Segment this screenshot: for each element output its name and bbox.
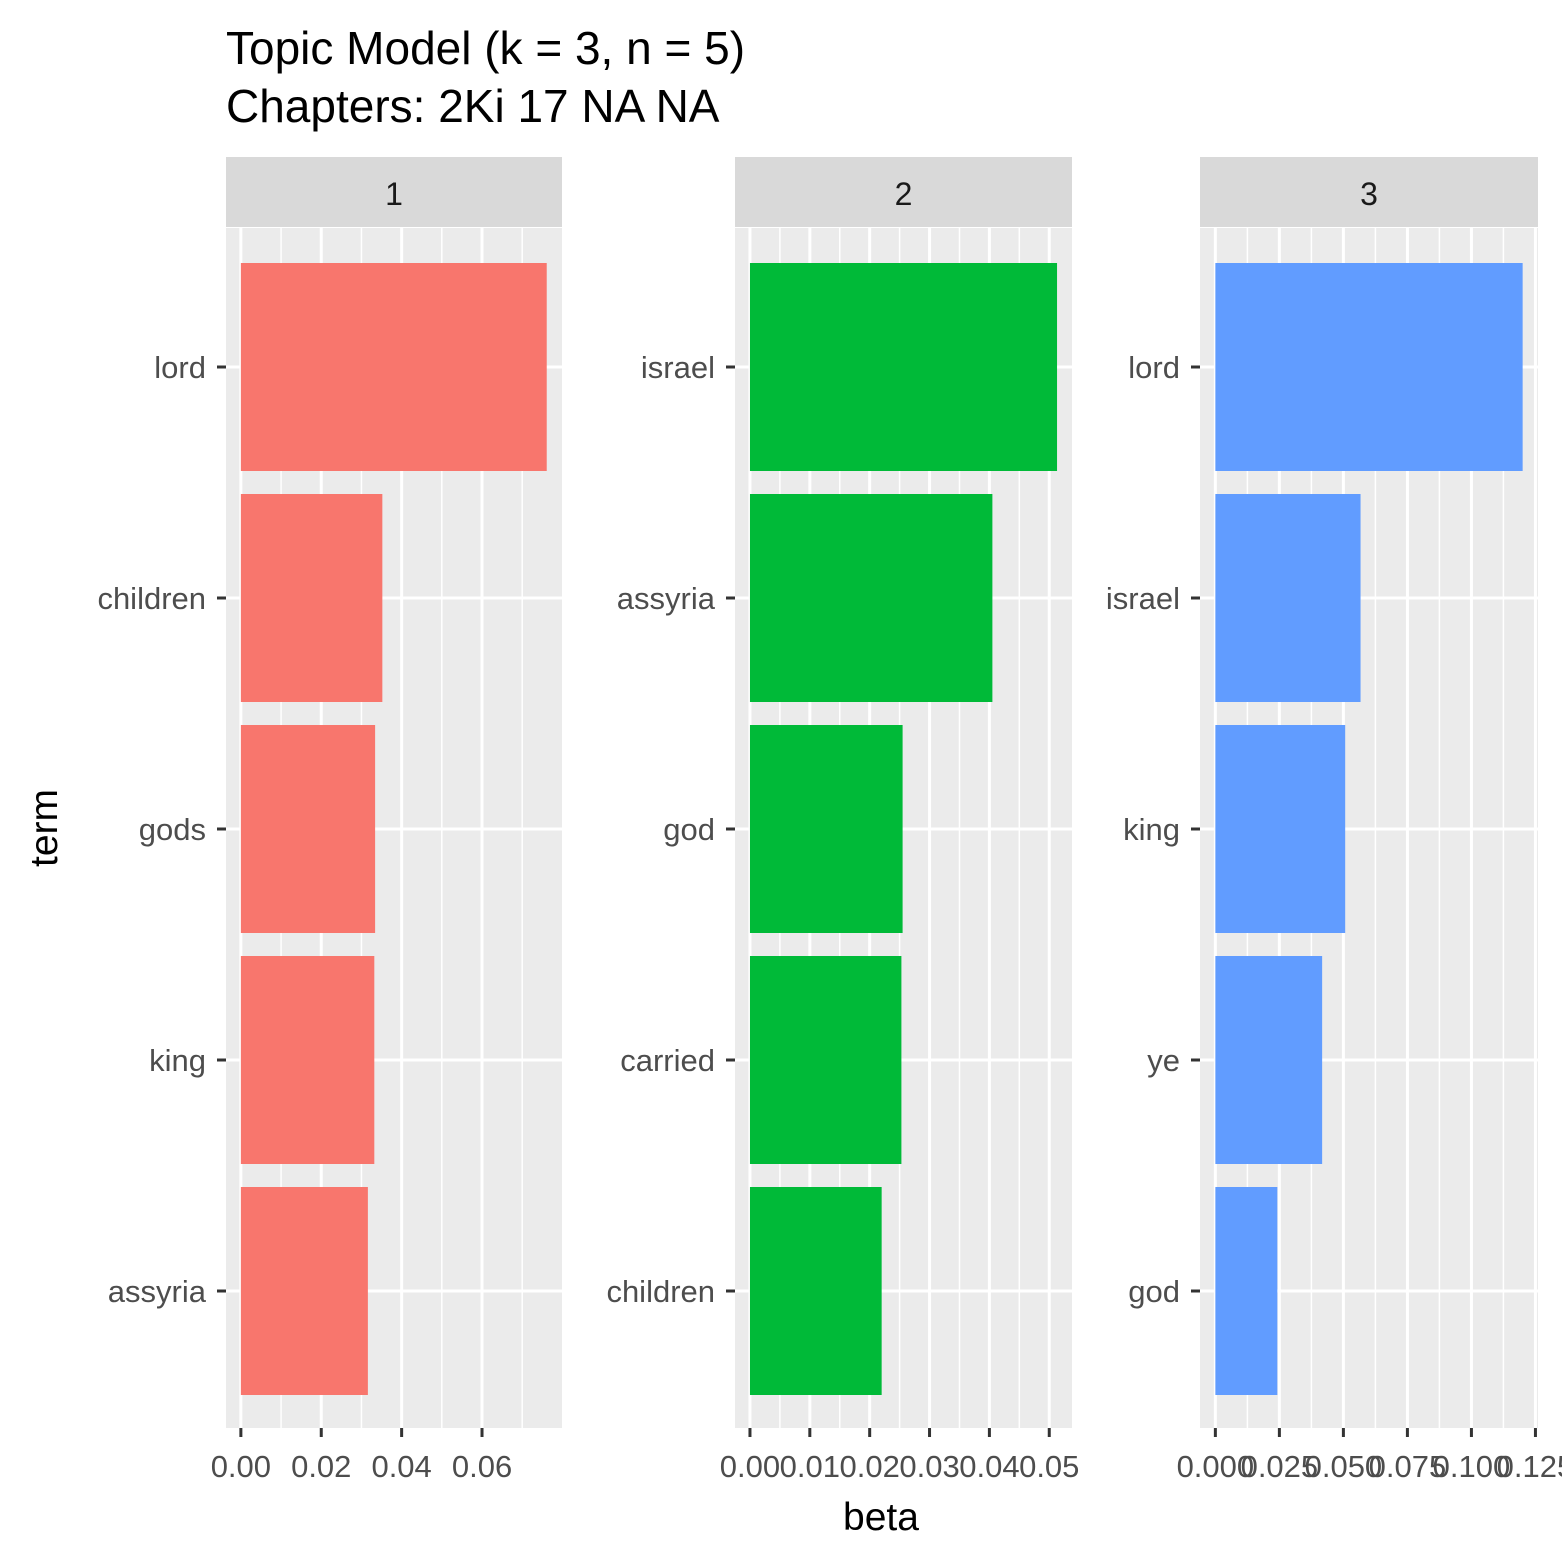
bar-children: [240, 494, 383, 702]
facet-panels: 1 lord children gods king assyria 0.00 0.02 0.04…: [97, 157, 1562, 1484]
facet-panel-1: 1 lord children gods king assyria 0.00 0.02 0.04…: [97, 157, 562, 1484]
x-tick-label: 0.04: [959, 1449, 1019, 1484]
x-tick-label: 0.02: [291, 1449, 351, 1484]
bar-king: [240, 956, 375, 1164]
x-tick-label: 0.06: [452, 1449, 512, 1484]
x-tick-label: 0.125: [1497, 1449, 1562, 1484]
bar-god: [749, 725, 903, 933]
y-tick-label: lord: [154, 350, 206, 385]
y-tick-label: children: [97, 581, 206, 616]
facet-strip: [735, 157, 1072, 227]
x-tick-label: 0.075: [1369, 1449, 1447, 1484]
x-tick-label: 0.04: [371, 1449, 431, 1484]
bar-gods: [240, 725, 376, 933]
y-tick-label: assyria: [108, 1274, 207, 1309]
bar-king: [1215, 725, 1346, 933]
x-tick-label: 0.025: [1241, 1449, 1319, 1484]
facet-strip-label: 2: [895, 176, 913, 212]
y-tick-label: god: [1128, 1274, 1180, 1309]
x-tick-label: 0.00: [211, 1449, 271, 1484]
bar-lord: [1215, 263, 1523, 471]
x-tick-label: 0.05: [1019, 1449, 1079, 1484]
y-tick-label: ye: [1147, 1043, 1180, 1078]
bar-children: [749, 1187, 882, 1395]
facet-strip: [1200, 157, 1538, 227]
bar-assyria: [749, 494, 993, 702]
bar-lord: [240, 263, 547, 471]
bar-ye: [1215, 956, 1323, 1164]
x-tick-label: 0.00: [720, 1449, 780, 1484]
y-tick-label: king: [149, 1043, 206, 1078]
x-tick-label: 0.03: [899, 1449, 959, 1484]
y-tick-label: gods: [139, 812, 206, 847]
y-tick-label: carried: [620, 1043, 715, 1078]
x-tick-label: 0.100: [1433, 1449, 1511, 1484]
y-axis-title: term: [23, 789, 66, 867]
bar-god: [1215, 1187, 1278, 1395]
facet-strip: [226, 157, 562, 227]
x-tick-label: 0.050: [1305, 1449, 1383, 1484]
chart-subtitle: Chapters: 2Ki 17 NA NA: [226, 80, 720, 132]
x-tick-label: 0.02: [840, 1449, 900, 1484]
facet-strip-label: 1: [385, 176, 403, 212]
bar-israel: [749, 263, 1058, 471]
x-tick-label: 0.000: [1177, 1449, 1255, 1484]
y-tick-label: children: [606, 1274, 715, 1309]
facet-panel-3: 3 lord israel king ye god 0.0000.0250.0500.075…: [1106, 157, 1562, 1484]
y-tick-label: assyria: [617, 581, 716, 616]
y-tick-label: israel: [641, 350, 715, 385]
x-axis-title: beta: [843, 1496, 919, 1539]
bar-carried: [749, 956, 902, 1164]
x-tick-label: 0.01: [780, 1449, 840, 1484]
bar-assyria: [240, 1187, 368, 1395]
chart-title: Topic Model (k = 3, n = 5): [226, 22, 745, 74]
y-tick-label: king: [1123, 812, 1180, 847]
y-tick-label: lord: [1128, 350, 1180, 385]
facet-strip-label: 3: [1360, 176, 1378, 212]
facet-panel-2: 2 israel assyria god carried children 0.00 0.01…: [606, 157, 1079, 1484]
y-tick-label: god: [663, 812, 715, 847]
y-tick-label: israel: [1106, 581, 1180, 616]
bar-israel: [1215, 494, 1361, 702]
